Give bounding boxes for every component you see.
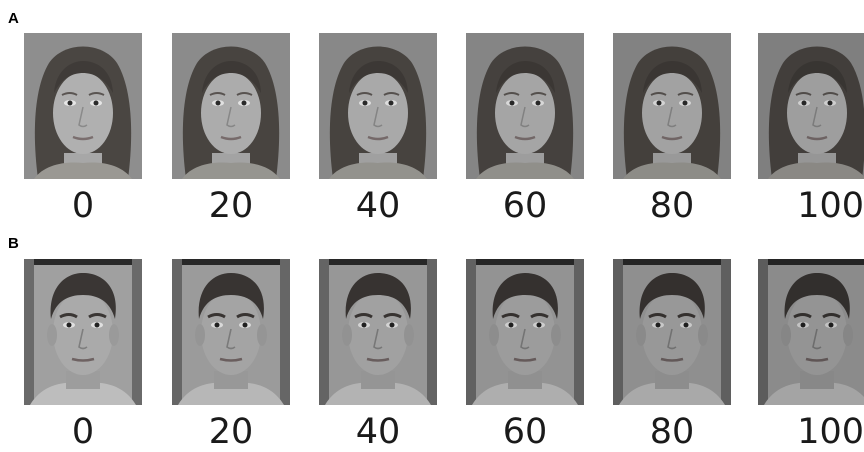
face-photo bbox=[24, 259, 142, 405]
face-photo bbox=[758, 33, 864, 179]
level-label: 40 bbox=[355, 412, 401, 452]
face-photo bbox=[613, 33, 731, 179]
level-label: 40 bbox=[355, 186, 401, 226]
level-label: 60 bbox=[502, 412, 548, 452]
level-label: 80 bbox=[649, 412, 695, 452]
level-label: 20 bbox=[208, 186, 254, 226]
panel-label-a: A bbox=[8, 10, 19, 27]
panel-label-b: B bbox=[8, 235, 19, 252]
male-face-image-100 bbox=[758, 259, 864, 405]
face-photo bbox=[24, 33, 142, 179]
level-label: 0 bbox=[71, 186, 95, 226]
face-photo bbox=[172, 259, 290, 405]
female-face-image-20 bbox=[172, 33, 290, 179]
face-photo bbox=[466, 33, 584, 179]
face-photo bbox=[758, 259, 864, 405]
male-face-image-20 bbox=[172, 259, 290, 405]
face-photo bbox=[319, 33, 437, 179]
female-face-image-40 bbox=[319, 33, 437, 179]
level-label: 100 bbox=[797, 186, 864, 226]
face-photo bbox=[319, 259, 437, 405]
level-label: 60 bbox=[502, 186, 548, 226]
face-photo bbox=[172, 33, 290, 179]
female-face-image-60 bbox=[466, 33, 584, 179]
male-face-image-60 bbox=[466, 259, 584, 405]
male-face-image-0 bbox=[24, 259, 142, 405]
level-label: 0 bbox=[71, 412, 95, 452]
female-face-image-80 bbox=[613, 33, 731, 179]
face-photo bbox=[466, 259, 584, 405]
face-photo bbox=[613, 259, 731, 405]
female-face-image-100 bbox=[758, 33, 864, 179]
male-face-image-40 bbox=[319, 259, 437, 405]
female-face-image-0 bbox=[24, 33, 142, 179]
level-label: 20 bbox=[208, 412, 254, 452]
male-face-image-80 bbox=[613, 259, 731, 405]
level-label: 100 bbox=[797, 412, 864, 452]
level-label: 80 bbox=[649, 186, 695, 226]
